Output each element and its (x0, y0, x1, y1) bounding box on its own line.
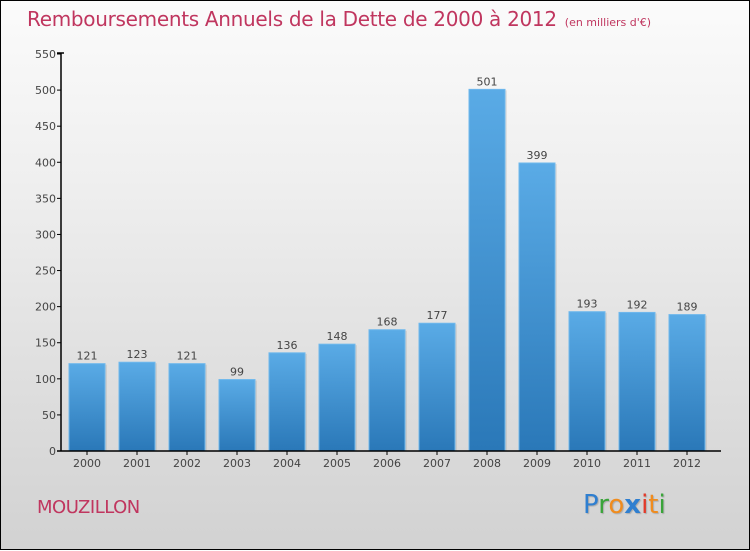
x-tick-label-2002: 2002 (173, 457, 201, 470)
bar-2008[interactable] (468, 88, 506, 452)
x-tick-label-2009: 2009 (523, 457, 551, 470)
bar-2004[interactable] (268, 352, 306, 452)
value-label-2008: 501 (477, 75, 498, 88)
bar-2003[interactable] (218, 379, 256, 452)
y-tick-label-100: 100 (35, 373, 56, 386)
value-label-2009: 399 (527, 149, 548, 162)
bar-2001[interactable] (118, 361, 156, 452)
x-tick-label-2003: 2003 (223, 457, 251, 470)
chart-subtitle: (en milliers d'€) (564, 16, 652, 29)
y-tick-label-350: 350 (35, 192, 56, 205)
bar-2011[interactable] (618, 311, 656, 452)
bar-2000[interactable] (68, 363, 106, 452)
y-tick-label-300: 300 (35, 228, 56, 241)
logo-letter: x (624, 490, 642, 520)
y-tick-label-250: 250 (35, 265, 56, 278)
value-label-2006: 168 (377, 316, 398, 329)
value-label-2001: 123 (127, 348, 148, 361)
y-tick-label-0: 0 (49, 445, 56, 458)
proxiti-logo[interactable]: Proxiti (583, 490, 666, 520)
y-tick-label-450: 450 (35, 120, 56, 133)
y-ticks-group: 0 50 100 150 200 250 300 350 400 450 500 550 (35, 48, 61, 458)
bar-2012[interactable] (668, 314, 706, 452)
axes-group (57, 52, 721, 452)
chart-title-text: Remboursements Annuels de la Dette de 20… (27, 7, 557, 31)
chart-title: Remboursements Annuels de la Dette de 20… (27, 7, 651, 31)
logo-letter: o (608, 490, 625, 520)
y-tick-label-150: 150 (35, 337, 56, 350)
logo-letter: P (583, 490, 599, 520)
x-tick-label-2001: 2001 (123, 457, 151, 470)
logo-letter: t (648, 490, 659, 520)
value-label-2000: 121 (77, 350, 98, 363)
y-tick-label-200: 200 (35, 301, 56, 314)
x-tick-label-2000: 2000 (73, 457, 101, 470)
value-label-2003: 99 (230, 366, 244, 379)
value-label-2010: 193 (577, 298, 598, 311)
y-tick-label-50: 50 (42, 409, 56, 422)
bar-2010[interactable] (568, 311, 606, 452)
value-label-2005: 148 (327, 330, 348, 343)
value-label-2007: 177 (427, 309, 448, 322)
x-tick-label-2012: 2012 (673, 457, 701, 470)
bar-2009[interactable] (518, 162, 556, 452)
logo-letter: i (641, 490, 649, 520)
bars-group: 121 123 121 99 136 148 168 177 501 399 193 192 189 (68, 75, 707, 452)
x-tick-label-2005: 2005 (323, 457, 351, 470)
town-name: MOUZILLON (37, 497, 140, 518)
y-tick-label-400: 400 (35, 156, 56, 169)
value-label-2012: 189 (677, 301, 698, 314)
logo-letter: r (598, 490, 609, 520)
x-ticks-group: 2000 2001 2002 2003 2004 2005 2006 2007 2008 2009… (73, 451, 701, 470)
bar-2007[interactable] (418, 322, 456, 452)
y-tick-label-500: 500 (35, 84, 56, 97)
logo-letter: i (658, 490, 666, 520)
x-tick-label-2010: 2010 (573, 457, 601, 470)
x-tick-label-2007: 2007 (423, 457, 451, 470)
x-tick-label-2004: 2004 (273, 457, 301, 470)
bar-2002[interactable] (168, 363, 206, 452)
x-tick-label-2011: 2011 (623, 457, 651, 470)
x-tick-label-2008: 2008 (473, 457, 501, 470)
bar-2005[interactable] (318, 343, 356, 452)
value-label-2004: 136 (277, 339, 298, 352)
x-tick-label-2006: 2006 (373, 457, 401, 470)
value-label-2011: 192 (627, 298, 648, 311)
value-label-2002: 121 (177, 350, 198, 363)
y-tick-label-550: 550 (35, 48, 56, 61)
bar-2006[interactable] (368, 329, 406, 452)
